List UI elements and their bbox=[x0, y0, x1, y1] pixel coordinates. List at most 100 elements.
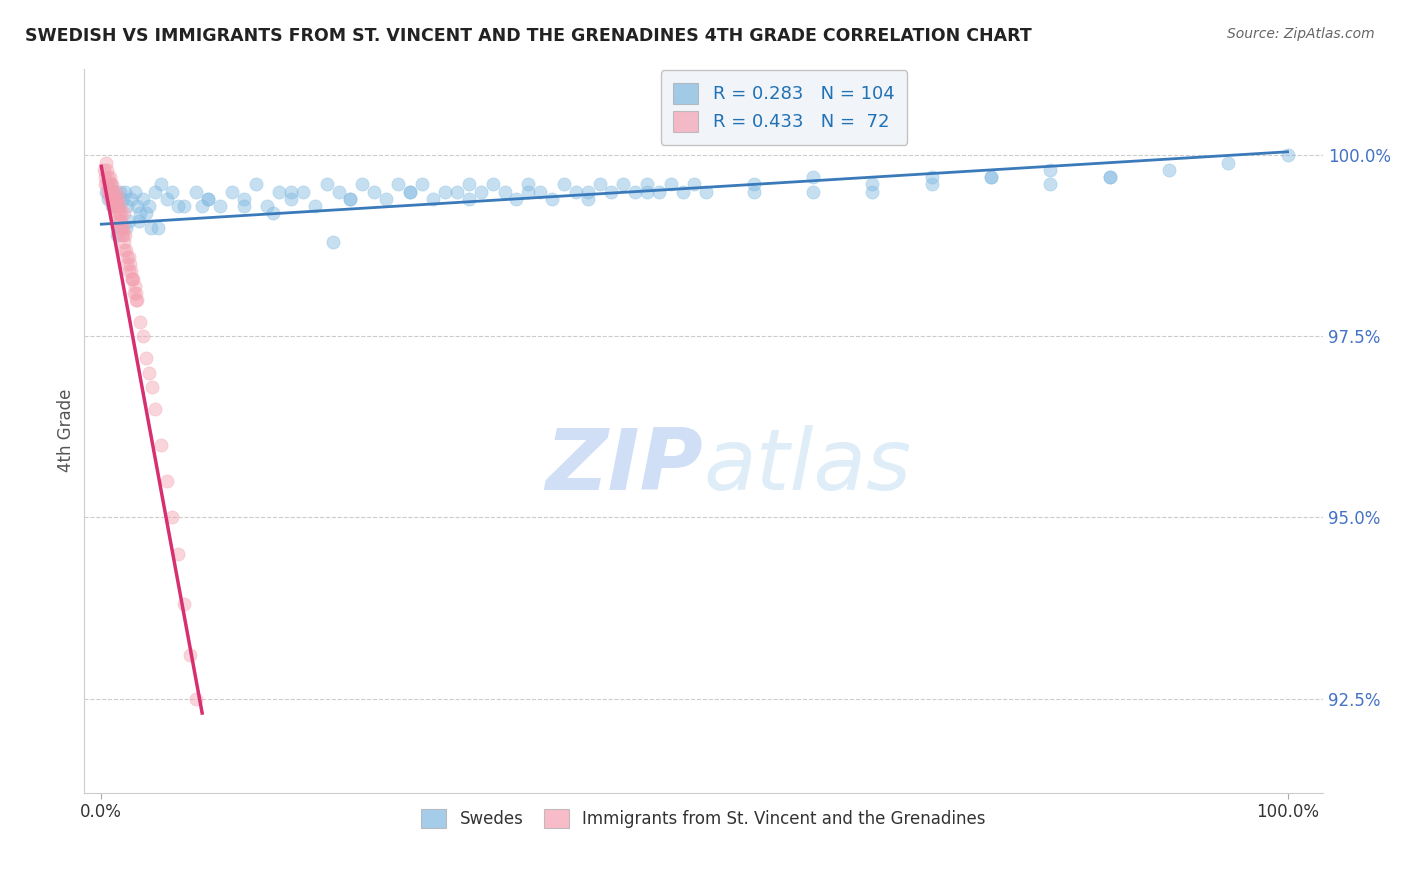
Point bbox=[411, 178, 433, 192]
Point bbox=[129, 206, 152, 220]
Point bbox=[101, 178, 124, 192]
Point bbox=[108, 199, 131, 213]
Point bbox=[139, 220, 162, 235]
Point bbox=[125, 199, 148, 213]
Point bbox=[94, 170, 117, 185]
Point bbox=[105, 228, 128, 243]
Point bbox=[94, 185, 117, 199]
Point bbox=[104, 192, 127, 206]
Point bbox=[117, 213, 139, 227]
Point bbox=[135, 206, 157, 220]
Point bbox=[671, 185, 693, 199]
Point bbox=[115, 257, 138, 271]
Point bbox=[101, 185, 124, 199]
Point bbox=[149, 438, 172, 452]
Point bbox=[801, 170, 824, 185]
Point bbox=[683, 178, 706, 192]
Point bbox=[110, 206, 132, 220]
Point bbox=[352, 178, 374, 192]
Point bbox=[114, 235, 136, 250]
Point bbox=[104, 199, 127, 213]
Point bbox=[197, 192, 219, 206]
Point bbox=[97, 192, 120, 206]
Point bbox=[245, 178, 267, 192]
Point bbox=[110, 213, 132, 227]
Point bbox=[179, 648, 201, 662]
Point bbox=[111, 228, 134, 243]
Point bbox=[269, 185, 291, 199]
Point bbox=[143, 185, 166, 199]
Point bbox=[197, 192, 219, 206]
Legend: Swedes, Immigrants from St. Vincent and the Grenadines: Swedes, Immigrants from St. Vincent and … bbox=[415, 803, 993, 835]
Point bbox=[742, 178, 765, 192]
Point bbox=[505, 192, 527, 206]
Point bbox=[110, 220, 132, 235]
Point bbox=[135, 351, 157, 366]
Point bbox=[100, 192, 122, 206]
Point bbox=[980, 170, 1002, 185]
Point bbox=[114, 185, 136, 199]
Point bbox=[138, 366, 160, 380]
Point bbox=[328, 185, 350, 199]
Text: ZIP: ZIP bbox=[546, 425, 703, 508]
Point bbox=[112, 206, 135, 220]
Point bbox=[111, 192, 134, 206]
Point bbox=[375, 192, 398, 206]
Point bbox=[921, 178, 943, 192]
Point bbox=[97, 170, 120, 185]
Point bbox=[115, 243, 138, 257]
Point bbox=[262, 206, 284, 220]
Point bbox=[232, 199, 254, 213]
Point bbox=[576, 192, 599, 206]
Point bbox=[398, 185, 420, 199]
Point bbox=[529, 185, 551, 199]
Point bbox=[103, 192, 125, 206]
Point bbox=[105, 185, 128, 199]
Point bbox=[291, 185, 314, 199]
Point bbox=[339, 192, 361, 206]
Point bbox=[124, 185, 146, 199]
Point bbox=[141, 380, 163, 394]
Point bbox=[494, 185, 516, 199]
Point bbox=[128, 213, 150, 227]
Point bbox=[98, 170, 121, 185]
Point bbox=[304, 199, 326, 213]
Point bbox=[97, 185, 120, 199]
Point bbox=[94, 155, 117, 169]
Y-axis label: 4th Grade: 4th Grade bbox=[58, 389, 75, 472]
Point bbox=[541, 192, 564, 206]
Point bbox=[121, 271, 143, 285]
Text: SWEDISH VS IMMIGRANTS FROM ST. VINCENT AND THE GRENADINES 4TH GRADE CORRELATION : SWEDISH VS IMMIGRANTS FROM ST. VINCENT A… bbox=[25, 27, 1032, 45]
Point bbox=[117, 199, 139, 213]
Point bbox=[125, 293, 148, 308]
Point bbox=[155, 475, 177, 489]
Point bbox=[115, 220, 138, 235]
Point bbox=[108, 220, 131, 235]
Point bbox=[648, 185, 671, 199]
Point bbox=[742, 185, 765, 199]
Point bbox=[470, 185, 492, 199]
Point bbox=[122, 285, 145, 300]
Point bbox=[387, 178, 409, 192]
Point bbox=[1277, 148, 1299, 162]
Point bbox=[98, 178, 121, 192]
Point bbox=[118, 257, 141, 271]
Point bbox=[588, 178, 610, 192]
Point bbox=[191, 199, 214, 213]
Point bbox=[398, 185, 420, 199]
Point bbox=[155, 192, 177, 206]
Point bbox=[103, 192, 125, 206]
Point bbox=[132, 329, 155, 343]
Point bbox=[132, 192, 155, 206]
Point bbox=[600, 185, 623, 199]
Point bbox=[138, 199, 160, 213]
Point bbox=[322, 235, 344, 250]
Point bbox=[111, 220, 134, 235]
Point bbox=[104, 199, 127, 213]
Point bbox=[1098, 170, 1121, 185]
Point bbox=[108, 206, 131, 220]
Point bbox=[105, 213, 128, 227]
Point bbox=[315, 178, 337, 192]
Point bbox=[1218, 155, 1240, 169]
Point bbox=[93, 162, 115, 177]
